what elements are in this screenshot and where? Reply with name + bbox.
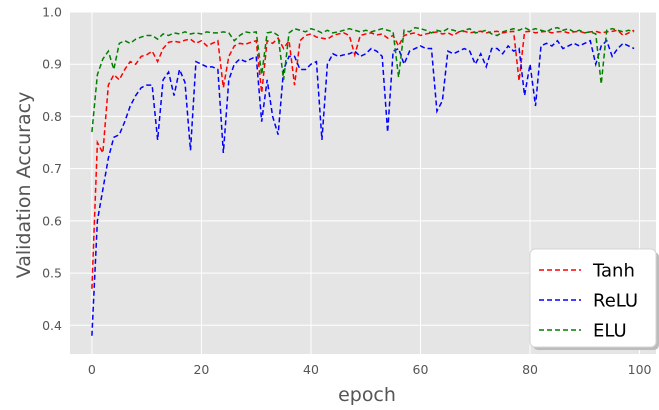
series-line-elu <box>91 26 635 133</box>
legend: Tanh ReLU ELU <box>529 248 659 350</box>
x-tick-label: 100 <box>628 362 652 377</box>
y-tick-label: 0.7 <box>42 161 62 176</box>
x-axis-title: epoch <box>338 384 396 406</box>
x-tick-label: 60 <box>413 362 429 377</box>
y-axis-title: Validation Accuracy <box>13 92 35 279</box>
legend-label-tanh: Tanh <box>592 261 635 282</box>
y-tick-label: 0.5 <box>42 266 62 281</box>
x-tick-label: 0 <box>88 362 96 377</box>
y-tick-labels: 0.4 0.5 0.6 0.7 0.8 0.9 1.0 <box>42 5 62 333</box>
series-lines <box>91 26 635 336</box>
y-tick-label: 0.8 <box>42 109 62 124</box>
legend-box <box>529 248 657 348</box>
x-tick-label: 20 <box>193 362 209 377</box>
legend-items: Tanh ReLU ELU <box>539 261 638 342</box>
x-tick-labels: 0 20 40 60 80 100 <box>88 362 652 377</box>
y-tick-label: 0.4 <box>42 318 62 333</box>
x-tick-label: 80 <box>522 362 538 377</box>
y-tick-label: 1.0 <box>42 5 62 20</box>
legend-label-elu: ELU <box>593 321 627 342</box>
y-tick-label: 0.6 <box>42 213 62 228</box>
y-tick-label: 0.9 <box>42 57 62 72</box>
legend-label-relu: ReLU <box>593 291 638 312</box>
series-line-relu <box>91 39 635 336</box>
x-tick-label: 40 <box>303 362 319 377</box>
